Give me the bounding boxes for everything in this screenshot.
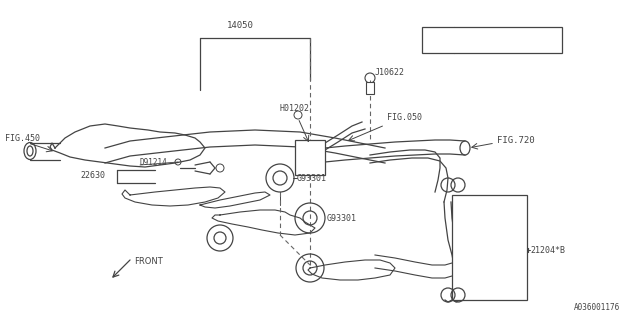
Text: 21204*B: 21204*B	[530, 245, 565, 254]
Bar	[452, 195, 527, 300]
Text: G93301: G93301	[297, 173, 327, 182]
Text: 14050: 14050	[227, 21, 253, 30]
Bar	[295, 140, 325, 175]
Text: J10622: J10622	[375, 68, 405, 76]
Text: FIG.450: FIG.450	[5, 133, 40, 142]
Text: FRONT: FRONT	[134, 258, 163, 267]
Bar	[422, 27, 562, 53]
Text: FIG.050: FIG.050	[387, 113, 422, 122]
Text: 1: 1	[435, 35, 441, 45]
Text: 0923S*A: 0923S*A	[460, 35, 501, 45]
Bar	[366, 82, 374, 94]
Text: G93301: G93301	[327, 213, 357, 222]
Text: H01202: H01202	[280, 103, 310, 113]
Text: FIG.720: FIG.720	[497, 135, 534, 145]
Text: A036001176: A036001176	[573, 303, 620, 312]
Text: 22630: 22630	[80, 171, 105, 180]
Text: D91214: D91214	[140, 157, 168, 166]
